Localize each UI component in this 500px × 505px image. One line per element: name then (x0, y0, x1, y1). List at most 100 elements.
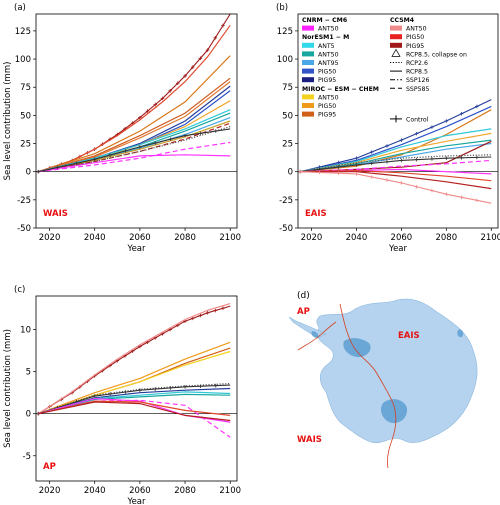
legend-group-title: MIROC − ESM − CHEM (302, 86, 379, 93)
legend-swatch (302, 68, 314, 74)
series-marker-0 (160, 96, 165, 101)
x-tick-label: 2060 (129, 486, 151, 496)
series-marker-14 (369, 175, 374, 179)
series-line-12 (300, 169, 492, 182)
legend-entry: SSP126 (406, 77, 429, 84)
panel-label: (a) (14, 3, 26, 13)
x-axis-label: Year (127, 244, 147, 254)
legend-swatch (302, 77, 314, 83)
series-marker-9 (369, 161, 374, 166)
series-marker-16 (36, 169, 41, 174)
y-tick-label: 125 (277, 27, 293, 37)
series-marker-14 (459, 195, 464, 200)
legend-entry: SSP585 (406, 86, 429, 93)
series-marker-0 (475, 104, 479, 109)
series-marker-0 (198, 56, 203, 61)
series-marker-14 (475, 198, 479, 203)
series-marker-6 (198, 384, 203, 389)
series-marker-14 (354, 172, 359, 176)
series-marker-6 (123, 390, 128, 394)
series-marker-0 (153, 102, 158, 107)
x-tick-label: 2080 (174, 233, 196, 243)
legend-swatch (302, 94, 314, 100)
series-marker-16 (123, 149, 128, 153)
y-tick-label: 50 (20, 111, 31, 121)
y-tick-label: 25 (282, 140, 293, 150)
series-marker-0 (205, 48, 210, 52)
series-line-13 (38, 126, 231, 173)
series-line-1 (37, 303, 231, 415)
y-tick-label: -25 (279, 196, 293, 206)
series-marker-6 (138, 388, 142, 392)
map-label-eais: EAIS (398, 331, 420, 341)
y-tick-label: -50 (17, 224, 31, 234)
plot-frame (297, 13, 499, 229)
panel-label: (c) (14, 285, 25, 295)
series-marker-16 (138, 145, 142, 149)
wais-eais-boundary (339, 303, 397, 469)
y-tick-label: 75 (20, 83, 31, 93)
y-tick-label: 10 (20, 326, 31, 336)
series-line-4 (38, 81, 231, 173)
x-tick-label: 2040 (84, 233, 106, 243)
series-marker-9 (385, 160, 389, 164)
y-tick-label: 100 (15, 55, 31, 65)
y-tick-label: -5 (23, 452, 31, 462)
legend-entry: ANT50 (318, 94, 339, 101)
series-marker-6 (213, 383, 218, 388)
series-marker-14 (399, 181, 404, 185)
panel-c-chart: 2020 2040 2060 2080 2100 -5 0 5 10 (c) AP Year Sea l… (3, 285, 241, 505)
series-marker-9 (430, 157, 434, 161)
series-marker-0 (176, 81, 180, 85)
x-tick-label: 2080 (435, 233, 457, 243)
panel-b-chart: 2020 2040 2060 2080 2100 -50 -25 0 25 50 75 100 125 (… (276, 3, 500, 254)
y-tick-label: -25 (17, 196, 31, 206)
legend-entry: PIG95 (406, 43, 424, 50)
plot-frame (35, 295, 238, 482)
series-marker-6 (183, 385, 187, 389)
series-line-7 (38, 100, 231, 173)
series-marker-0 (385, 144, 389, 148)
series-line-5 (38, 382, 231, 415)
legend-triangle-icon (391, 48, 401, 57)
legend-swatch (302, 42, 314, 48)
series-marker-16 (55, 165, 60, 170)
series-marker-0 (444, 119, 449, 123)
legend-group-title: NorESM1 − M (302, 34, 349, 41)
legend-entry: PIG50 (318, 69, 336, 76)
y-tick-label: 25 (20, 140, 31, 150)
x-tick-label: 2100 (480, 233, 500, 243)
panel-d-label: (d) (297, 291, 310, 301)
series-marker-0 (145, 109, 150, 113)
antarctica-outline (316, 298, 478, 444)
y-tick-label: -50 (279, 224, 293, 234)
x-tick-label: 2020 (39, 486, 61, 496)
series-marker-0 (138, 115, 142, 120)
series-marker-14 (430, 188, 434, 193)
series-marker-0 (168, 89, 172, 93)
y-tick-label: 0 (26, 410, 31, 420)
y-tick-label: 75 (282, 83, 293, 93)
amery-ice-shelf (457, 329, 464, 338)
series-line-2 (38, 341, 231, 415)
series-marker-0 (213, 35, 218, 40)
series-marker-9 (444, 156, 449, 160)
series-marker-16 (74, 161, 79, 166)
legend-swatch (302, 103, 314, 108)
legend-group-title: CNRM − CM6 (302, 17, 347, 24)
y-tick-label: 0 (288, 168, 293, 178)
ap-wais-boundary (297, 321, 337, 351)
series-marker-0 (414, 131, 419, 136)
series-marker-14 (336, 171, 341, 176)
ross-ice-shelf (381, 399, 408, 424)
series-marker-14 (385, 178, 389, 182)
y-tick-label: 0 (26, 168, 31, 178)
panel-label: (b) (276, 3, 288, 13)
series-marker-6 (153, 387, 158, 391)
map-label-wais: WAIS (297, 435, 322, 445)
series-marker-0 (221, 23, 225, 28)
series-marker-16 (183, 133, 187, 138)
map-label-ap: AP (297, 307, 310, 317)
